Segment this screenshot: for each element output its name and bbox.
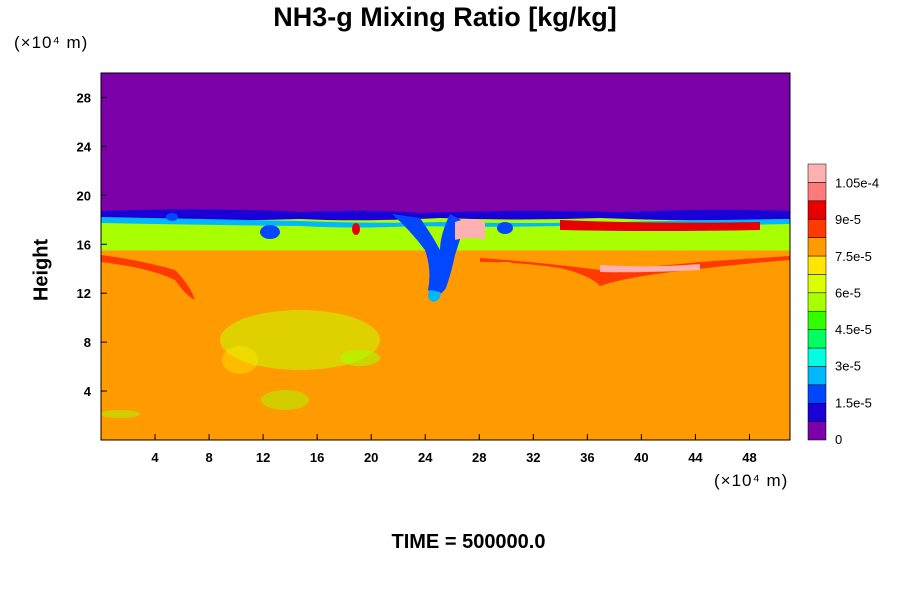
y-axis-ticks: 4 8 12 16 20 24 28 bbox=[77, 90, 107, 399]
swirl-2 bbox=[340, 350, 380, 366]
blue-blob-3 bbox=[166, 213, 178, 221]
swirl-5 bbox=[101, 410, 140, 418]
colorbar-label: 3e-5 bbox=[835, 359, 861, 374]
colorbar-swatch bbox=[807, 292, 827, 312]
y-tick-label: 24 bbox=[77, 139, 92, 154]
swirl-3 bbox=[261, 390, 309, 410]
colorbar-swatch bbox=[807, 366, 827, 386]
blue-blob-2 bbox=[497, 222, 513, 234]
colorbar-swatch bbox=[807, 163, 827, 183]
colorbar-label: 4.5e-5 bbox=[835, 322, 872, 337]
colorbar: 0 1.5e-5 3e-5 4.5e-5 6e-5 7.5e-5 9e-5 1.05e-4 bbox=[807, 163, 879, 447]
blue-upper-band bbox=[101, 209, 790, 221]
red-dot bbox=[352, 223, 360, 235]
heatmap-region-0 bbox=[101, 73, 790, 214]
x-tick-label: 12 bbox=[256, 450, 270, 465]
x-tick-label: 4 bbox=[151, 450, 159, 465]
y-tick-label: 4 bbox=[84, 384, 92, 399]
x-tick-label: 28 bbox=[472, 450, 486, 465]
colorbar-swatch bbox=[807, 218, 827, 238]
colorbar-swatch bbox=[807, 402, 827, 422]
y-tick-label: 8 bbox=[84, 335, 91, 350]
colorbar-swatch bbox=[807, 329, 827, 349]
colorbar-label: 6e-5 bbox=[835, 285, 861, 300]
blue-blob-1 bbox=[260, 225, 280, 239]
x-tick-label: 40 bbox=[634, 450, 648, 465]
orange-arc bbox=[480, 262, 550, 384]
orange-swirl bbox=[440, 300, 480, 316]
blue-plume bbox=[392, 214, 465, 295]
x-axis-ticks: 4 8 12 16 20 24 28 32 36 40 44 48 bbox=[151, 434, 757, 465]
colorbar-swatch bbox=[807, 274, 827, 294]
colorbar-label: 7.5e-5 bbox=[835, 249, 872, 264]
x-tick-label: 32 bbox=[526, 450, 540, 465]
colorbar-swatch bbox=[807, 384, 827, 404]
y-axis-unit: (×10⁴ m) bbox=[14, 33, 89, 52]
y-tick-label: 12 bbox=[77, 286, 91, 301]
colorbar-label: 0 bbox=[835, 432, 842, 447]
colorbar-swatch bbox=[807, 200, 827, 220]
pink-cell bbox=[455, 219, 485, 240]
chart-title: NH3-g Mixing Ratio [kg/kg] bbox=[273, 2, 617, 32]
x-tick-label: 48 bbox=[742, 450, 756, 465]
x-tick-label: 24 bbox=[418, 450, 433, 465]
x-tick-label: 8 bbox=[205, 450, 212, 465]
colorbar-label: 1.05e-4 bbox=[835, 176, 879, 191]
x-tick-label: 20 bbox=[364, 450, 378, 465]
y-tick-label: 20 bbox=[77, 188, 91, 203]
red-band-upper bbox=[560, 220, 760, 231]
colorbar-swatch bbox=[807, 255, 827, 275]
y-tick-label: 16 bbox=[77, 237, 91, 252]
pink-streak bbox=[600, 264, 700, 273]
x-tick-label: 36 bbox=[580, 450, 594, 465]
swirl-4 bbox=[222, 346, 258, 374]
x-tick-label: 44 bbox=[688, 450, 703, 465]
colorbar-label: 1.5e-5 bbox=[835, 395, 872, 410]
red-streak-left bbox=[101, 255, 195, 300]
plot-frame bbox=[100, 72, 791, 441]
heatmap-field bbox=[101, 73, 790, 440]
colorbar-swatch bbox=[807, 421, 827, 441]
time-label: TIME = 500000.0 bbox=[391, 531, 546, 553]
y-tick-label: 28 bbox=[77, 90, 91, 105]
swirl-1 bbox=[220, 310, 380, 370]
x-tick-label: 16 bbox=[310, 450, 324, 465]
colorbar-swatch bbox=[807, 182, 827, 202]
colorbar-swatch bbox=[807, 310, 827, 330]
x-axis-unit: (×10⁴ m) bbox=[714, 471, 789, 490]
colorbar-swatch bbox=[807, 237, 827, 257]
cyan-blob bbox=[428, 290, 441, 302]
colorbar-label: 9e-5 bbox=[835, 212, 861, 227]
colorbar-swatch bbox=[807, 347, 827, 367]
